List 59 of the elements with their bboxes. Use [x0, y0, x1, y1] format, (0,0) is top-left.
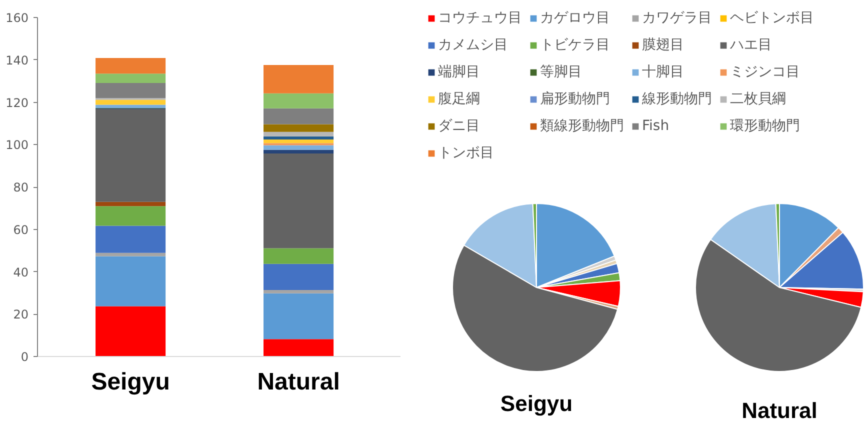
legend-label: 環形動物門 — [730, 117, 800, 136]
bar — [96, 104, 166, 108]
bar — [96, 82, 166, 98]
legend-label: ミジンコ目 — [730, 63, 800, 82]
bar — [96, 206, 166, 226]
bar — [264, 293, 334, 340]
y-tick-label: 40 — [13, 265, 29, 280]
legend-label: カゲロウ目 — [540, 9, 610, 28]
bar — [264, 132, 334, 136]
bar — [264, 136, 334, 140]
text: Seigyu — [500, 391, 573, 416]
legend-label: 線形動物門 — [642, 90, 712, 109]
legend-label: カメムシ目 — [438, 36, 508, 55]
bar — [264, 140, 334, 144]
legend-label: 類線形動物門 — [540, 117, 624, 136]
bar — [96, 306, 166, 356]
bar — [264, 93, 334, 108]
y-tick-label: 0 — [20, 350, 29, 364]
legend-label: 二枚貝綱 — [730, 90, 786, 109]
y-tick-label: 80 — [13, 180, 29, 194]
legend-label: トビケラ目 — [540, 36, 610, 55]
legend-label: ハエ目 — [730, 36, 772, 55]
bar — [96, 226, 166, 253]
bar — [264, 124, 334, 132]
legend-label: 端脚目 — [438, 63, 480, 82]
y-tick-label: 160 — [6, 11, 28, 25]
text: Natural — [742, 398, 818, 423]
bar — [264, 154, 334, 248]
legend-label: 十脚目 — [642, 63, 684, 82]
legend-label: トンボ目 — [438, 144, 494, 163]
bar — [264, 108, 334, 124]
y-tick-label: 60 — [13, 222, 29, 237]
legend-label: ヘビトンボ目 — [730, 9, 814, 28]
bar — [96, 74, 166, 83]
legend-label: カワゲラ目 — [642, 9, 712, 28]
y-tick-label: 140 — [6, 53, 28, 68]
legend-label: コウチュウ目 — [438, 9, 522, 28]
y-tick-label: 20 — [13, 308, 29, 322]
bar — [96, 256, 166, 306]
bar — [264, 145, 334, 150]
bar — [96, 252, 166, 256]
bar — [264, 290, 334, 294]
legend-label: 等脚目 — [540, 63, 582, 82]
y-tick-label: 100 — [6, 138, 28, 152]
legend-label: 扁形動物門 — [540, 90, 610, 109]
y-tick-label: 120 — [6, 96, 28, 110]
bar — [264, 248, 334, 264]
legend-label: 膜翅目 — [642, 36, 684, 55]
bar — [264, 339, 334, 356]
bar — [96, 109, 166, 202]
bar — [264, 150, 334, 154]
legend-label: 腹足綱 — [438, 90, 480, 109]
legend-label: Fish — [642, 117, 670, 136]
bar — [96, 58, 166, 74]
bar — [264, 264, 334, 290]
bar — [96, 100, 166, 105]
legend-label: ダニ目 — [438, 117, 480, 136]
bar — [96, 202, 166, 206]
bar — [264, 64, 334, 94]
